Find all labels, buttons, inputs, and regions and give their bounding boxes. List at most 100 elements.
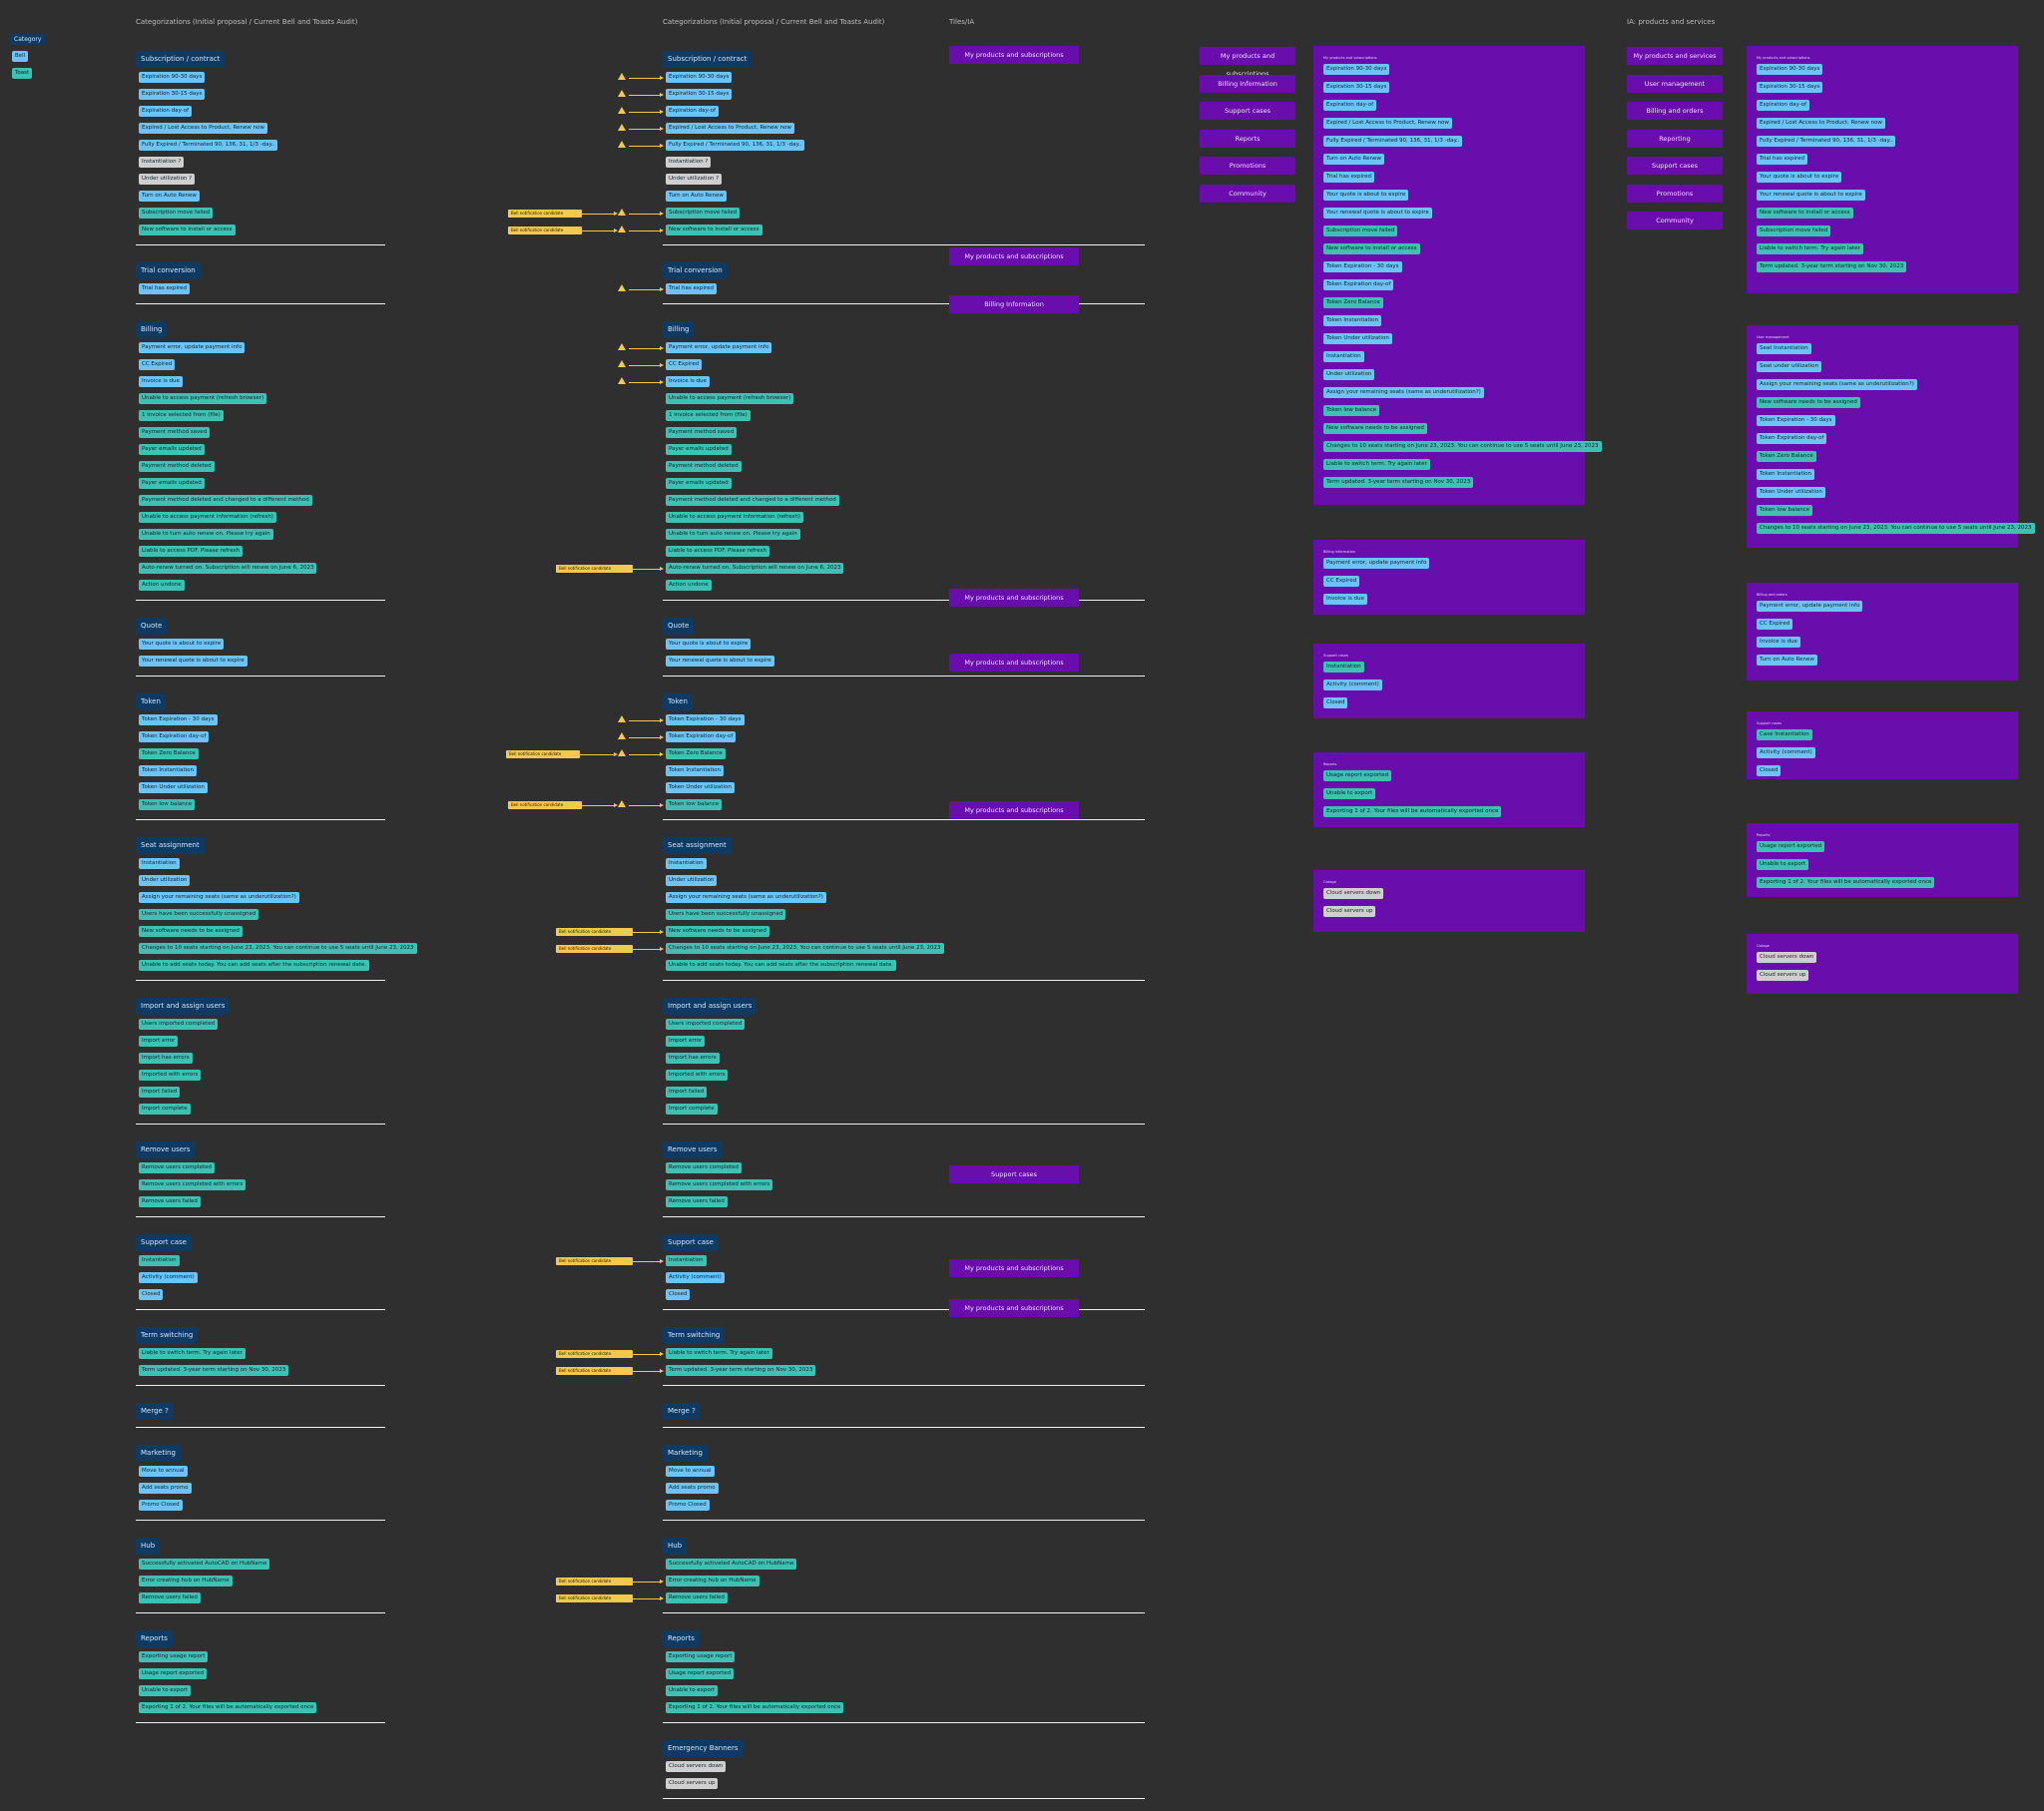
legend-category: Category (10, 34, 46, 45)
nav5-item[interactable]: Billing and orders (1627, 102, 1723, 120)
tile-button[interactable]: My products and subscriptions (949, 247, 1079, 265)
bell-arrow (582, 211, 618, 216)
notification-chip: Add seats promo (666, 1483, 719, 1494)
tile-button[interactable]: My products and subscriptions (949, 589, 1079, 607)
category-label: Hub (136, 1538, 161, 1555)
tile-button[interactable]: Support cases (949, 1165, 1079, 1183)
notification-chip: Your renewal quote is about to expire (666, 656, 774, 667)
section-11: Marketing Move to annual Add seats promo Pr… (136, 1440, 385, 1521)
notification-chip: Remove users completed (666, 1162, 742, 1173)
notification-chip: Unable to add seats today. You can add s… (139, 960, 370, 971)
notification-chip: Instantiation (666, 1255, 707, 1266)
category-label: Marketing (663, 1445, 708, 1462)
nav5-item[interactable]: Promotions (1627, 184, 1723, 203)
notification-chip: Promo Closed (666, 1500, 710, 1511)
category-label: Subscription / contract (136, 51, 226, 68)
warning-arrow (629, 345, 664, 350)
nav5-item[interactable]: My products and services (1627, 47, 1723, 65)
notification-chip: Liable to switch term. Try again later (139, 1348, 246, 1359)
tile-button[interactable]: My products and subscriptions (949, 1299, 1079, 1317)
bell-arrow (633, 1579, 664, 1584)
notification-chip: New software needs to be assigned (139, 926, 243, 937)
section-5: Seat assignment Instantiation Under utiliz… (136, 832, 417, 981)
notification-chip: Trial has expired (139, 283, 191, 294)
notification-chip: Unable to export (1323, 788, 1376, 799)
section-6: Import and assign users Users imported co… (663, 993, 1145, 1125)
notification-chip: Changes to 10 seats starting on June 23,… (666, 943, 944, 954)
bell-candidate-tag: Bell notification candidate (556, 1577, 633, 1585)
nav5-item[interactable]: Support cases (1627, 157, 1723, 175)
tile-button[interactable]: My products and subscriptions (949, 801, 1079, 819)
panel-title: My products and subscriptions (1757, 56, 1810, 60)
notification-chip: Token Under utilization (666, 782, 735, 793)
notification-chip: Cloud servers up (1323, 906, 1376, 917)
warning-arrow (629, 92, 664, 97)
ia-panel: Billing information Payment error, update… (1313, 540, 1585, 615)
notification-chip: Turn on Auto Renew (666, 191, 727, 202)
bell-candidate-tag: Bell notification candidate (556, 1349, 633, 1358)
notification-chip: Exporting usage report (666, 1651, 736, 1662)
notification-chip: Imported with errors (666, 1070, 729, 1081)
category-label: Billing (136, 321, 168, 338)
notification-chip: Your quote is about to expire (1323, 190, 1409, 201)
category-label: Subscription / contract (663, 51, 753, 68)
nav5-item[interactable]: Community (1627, 212, 1723, 229)
notification-chip: Trial has expired (1757, 154, 1808, 165)
notification-chip: New software to install or access (666, 225, 763, 235)
category-label: Merge ? (663, 1403, 701, 1420)
ia-panel: Billing and orders Payment error, update … (1747, 583, 2018, 680)
bell-candidate-tag: Bell notification candidate (556, 1366, 633, 1375)
notification-chip: Token Instantiation (666, 765, 724, 776)
notification-chip: Subscription move failed (139, 208, 214, 219)
nav4-item[interactable]: Reports (1200, 129, 1295, 148)
notification-chip: Unable to add seats today. You can add s… (666, 960, 897, 971)
notification-chip: Import error (139, 1036, 179, 1047)
nav5-item[interactable]: User management (1627, 74, 1723, 93)
notification-chip: Under utilization (1323, 369, 1375, 380)
bell-candidate-tag: Bell notification candidate (556, 927, 633, 936)
notification-chip: Token Zero Balance (139, 748, 199, 759)
category-label: Token (136, 693, 166, 710)
notification-chip: Fully Expired / Terminated 90, 136, 31, … (1757, 136, 1896, 147)
notification-chip: 1 invoice selected from (file) (666, 410, 751, 421)
notification-chip: Cloud servers down (666, 1761, 727, 1772)
notification-chip: Exporting 1 of 2. Your files will be aut… (139, 1702, 317, 1713)
warning-arrow (629, 717, 664, 722)
panel-title: Billing information (1323, 550, 1356, 554)
notification-chip: Expired / Lost Access to Product, Renew … (139, 123, 267, 134)
ia-panel: Outage Cloud servers down Cloud servers up (1313, 870, 1585, 932)
warning-arrow (629, 211, 664, 216)
category-label: Quote (663, 618, 695, 635)
bell-arrow (633, 946, 664, 951)
tile-button[interactable]: Billing Information (949, 295, 1079, 313)
section-6: Import and assign users Users imported co… (136, 993, 385, 1125)
nav4-item[interactable]: Promotions (1200, 157, 1295, 175)
notification-chip: Token Expiration - 30 days (1757, 415, 1835, 426)
notification-chip: Import complete (139, 1104, 191, 1115)
tile-button[interactable]: My products and subscriptions (949, 654, 1079, 672)
section-8: Support case Instantiation Activity (comme… (136, 1229, 385, 1310)
section-5: Seat assignment Instantiation Under utiliz… (663, 832, 1145, 981)
warning-arrow (629, 379, 664, 384)
notification-chip: Successfully activated AutoCAD on HubNam… (139, 1559, 270, 1570)
bell-arrow (633, 566, 664, 571)
nav4-item[interactable]: My products and subscriptions (1200, 47, 1295, 78)
warning-icon (618, 106, 626, 114)
column5-heading: IA: products and services (1627, 18, 1716, 26)
tile-button[interactable]: My products and subscriptions (949, 1259, 1079, 1277)
notification-chip: Instantiation ? (666, 157, 712, 168)
nav4-item[interactable]: Community (1200, 184, 1295, 203)
nav5-item[interactable]: Reporting (1627, 129, 1723, 148)
notification-chip: Seat under utilization (1757, 361, 1822, 372)
nav4-item[interactable]: Support cases (1200, 102, 1295, 120)
section-2: Billing Payment error, update payment inf… (663, 316, 1145, 601)
notification-chip: Payment method deleted (139, 461, 215, 472)
notification-chip: Successfully activated AutoCAD on HubNam… (666, 1559, 797, 1570)
category-label: Emergency Banners (663, 1740, 744, 1757)
tile-button[interactable]: My products and subscriptions (949, 46, 1079, 64)
section-13: Reports Exporting usage report Usage repor… (136, 1625, 385, 1723)
notification-chip: Instantiation (1323, 662, 1364, 673)
nav4-item[interactable]: Billing Information (1200, 74, 1295, 93)
notification-chip: Error creating hub on HubName (139, 1576, 233, 1586)
category-label: Import and assign users (136, 998, 231, 1015)
